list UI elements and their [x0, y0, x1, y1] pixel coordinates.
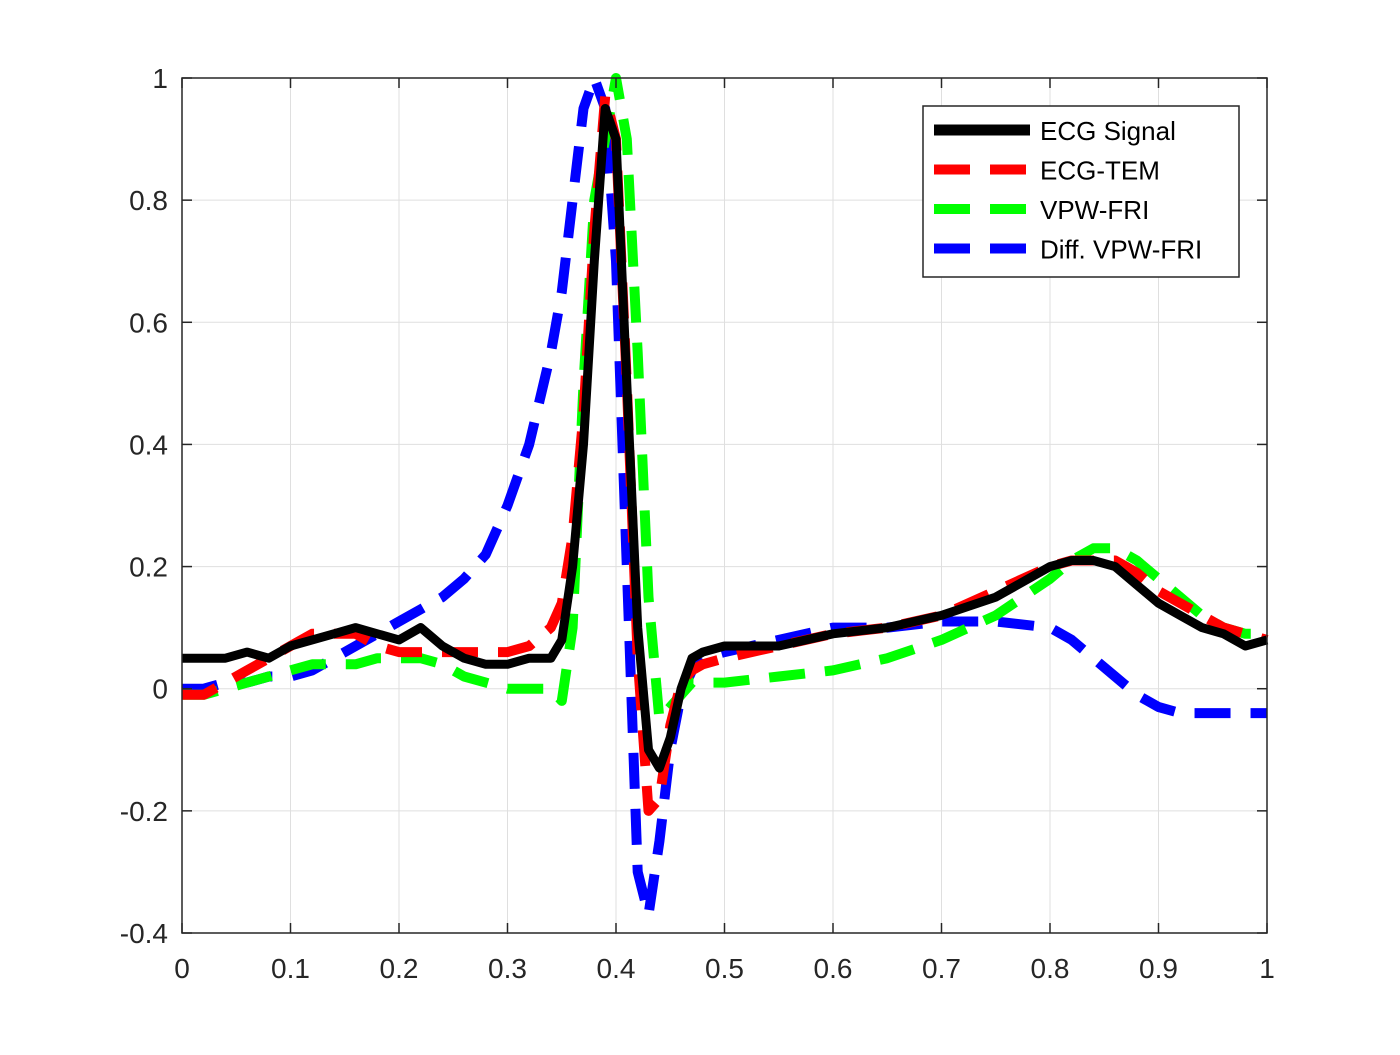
x-tick-label-10: 1 [1259, 953, 1275, 984]
x-tick-label-2: 0.2 [380, 953, 419, 984]
axis-ticks: 0 0.1 0.2 0.3 0.4 0.5 0.6 0.7 0.8 0.9 1 -0.4 -0.2 0 0.… [120, 63, 1275, 984]
series-line-3 [182, 73, 1267, 920]
series-line-2 [182, 73, 1267, 725]
legend-label-0: ECG Signal [1040, 116, 1176, 146]
y-tick-label-4: 0.4 [129, 429, 168, 460]
x-tick-label-0: 0 [174, 953, 190, 984]
y-tick-label-3: 0.2 [129, 552, 168, 583]
plot-series [182, 73, 1269, 920]
x-tick-label-5: 0.5 [705, 953, 744, 984]
legend: ECG Signal ECG-TEM VPW-FRI Diff. VPW-FRI [922, 105, 1240, 278]
x-tick-label-6: 0.6 [814, 953, 853, 984]
legend-label-3: Diff. VPW-FRI [1040, 235, 1202, 265]
x-tick-label-8: 0.8 [1031, 953, 1070, 984]
y-tick-label-2: 0 [152, 674, 168, 705]
y-tick-label-6: 0.8 [129, 185, 168, 216]
y-tick-label-5: 0.6 [129, 307, 168, 338]
x-tick-label-9: 0.9 [1139, 953, 1178, 984]
x-tick-label-1: 0.1 [271, 953, 310, 984]
series-line-0 [182, 104, 1269, 773]
x-tick-label-3: 0.3 [488, 953, 527, 984]
y-tick-label-0: -0.4 [120, 918, 168, 949]
legend-label-1: ECG-TEM [1040, 156, 1160, 186]
y-tick-label-1: -0.2 [120, 796, 168, 827]
x-tick-label-7: 0.7 [922, 953, 961, 984]
x-tick-label-4: 0.4 [597, 953, 636, 984]
legend-label-2: VPW-FRI [1040, 195, 1149, 225]
y-tick-label-7: 1 [152, 63, 168, 94]
